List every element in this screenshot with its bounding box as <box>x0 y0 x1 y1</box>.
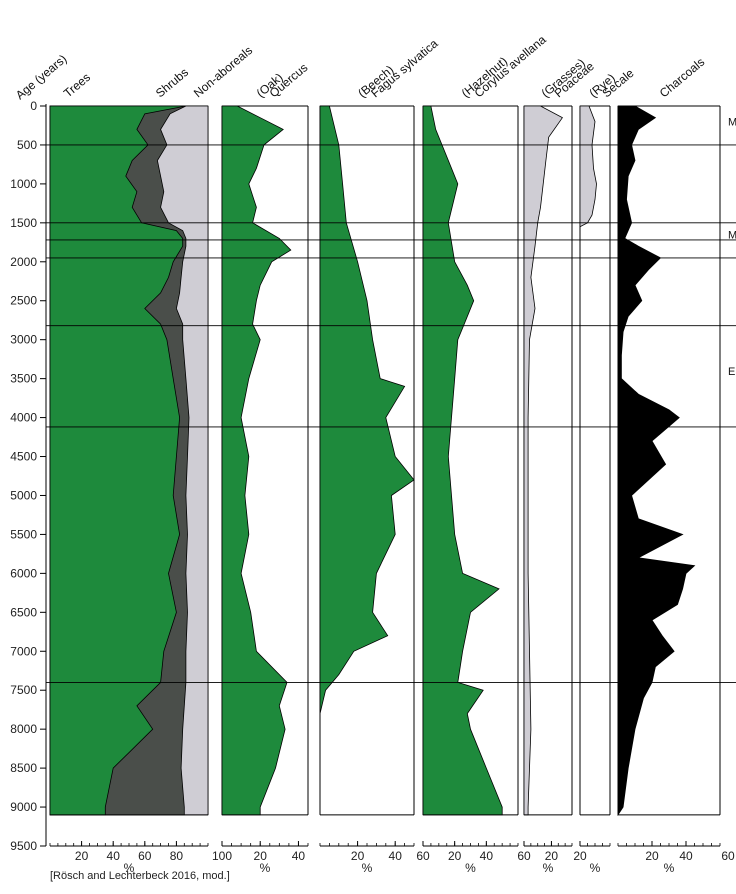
panel-poaceae-unit: % <box>543 861 554 875</box>
panel-poaceae-tick-label: 60 <box>517 849 531 863</box>
header-charcoal-0: Charcoals <box>657 55 707 100</box>
series-charcoal-charcoals <box>617 105 696 817</box>
age-tick-label: 8500 <box>10 761 37 775</box>
age-tick-label: 6500 <box>10 605 37 619</box>
age-tick-label: 1000 <box>10 177 37 191</box>
age-tick-label: 9500 <box>10 839 37 853</box>
panel-secale-tick-label: 20 <box>573 849 587 863</box>
age-tick-label: 2500 <box>10 294 37 308</box>
age-tick-label: 6000 <box>10 566 37 580</box>
header-corylus-0: Corylus avellana <box>472 32 549 100</box>
panel-corylus-tick-label: 60 <box>416 849 430 863</box>
header-trees: Trees <box>61 70 93 100</box>
panel-quercus-tick-label: 100 <box>212 849 232 863</box>
age-tick-label: 4000 <box>10 411 37 425</box>
zone-label: M <box>728 117 736 129</box>
age-tick-label: 5500 <box>10 527 37 541</box>
age-tick-label: 3000 <box>10 333 37 347</box>
panel-charcoal-tick-label: 20 <box>645 849 659 863</box>
panel-charcoal-unit: % <box>664 861 675 875</box>
age-tick-label: 2000 <box>10 255 37 269</box>
panel-secale-unit: % <box>590 861 601 875</box>
header-shrubs: Shrubs <box>153 65 191 100</box>
panel-quercus-tick-label: 40 <box>292 849 306 863</box>
series-quercus-quercus-oak- <box>221 105 292 816</box>
series-arboreal-trees <box>49 105 186 816</box>
panel-fagus-tick-label: 40 <box>389 849 403 863</box>
header-non-aboreals: Non-aboreals <box>191 43 255 100</box>
age-tick-label: 7000 <box>10 644 37 658</box>
panel-arboreal-tick-label: 80 <box>170 849 184 863</box>
panel-arboreal-tick-label: 20 <box>75 849 89 863</box>
panel-fagus-unit: % <box>362 861 373 875</box>
panel-fagus-tick-label: 20 <box>351 849 365 863</box>
age-tick-label: 7500 <box>10 683 37 697</box>
panel-quercus-unit: % <box>260 861 271 875</box>
series-fagus-fagus-sylvatica-beech- <box>319 105 415 730</box>
series-poaceae-poaceae-grasses- <box>523 105 563 816</box>
age-tick-label: 5000 <box>10 488 37 502</box>
series-corylus-corylus-avellana-hazelnut- <box>422 105 503 816</box>
panel-arboreal-tick-label: 40 <box>107 849 121 863</box>
panel-quercus-tick-label: 20 <box>254 849 268 863</box>
age-tick-label: 9000 <box>10 800 37 814</box>
panel-corylus-tick-label: 20 <box>448 849 462 863</box>
zone-label: E <box>728 366 735 378</box>
age-tick-label: 500 <box>17 138 37 152</box>
source-credit: [Rösch and Lechterbeck 2016, mod.] <box>50 870 230 882</box>
panel-poaceae-tick-label: 20 <box>545 849 559 863</box>
panel-corylus-tick-label: 40 <box>480 849 494 863</box>
series-secale-secale-rye- <box>579 105 597 228</box>
age-axis-label: Age (years) <box>13 52 70 103</box>
age-tick-label: 8000 <box>10 722 37 736</box>
age-tick-label: 0 <box>30 99 37 113</box>
panel-arboreal-unit: % <box>124 861 135 875</box>
age-tick-label: 4500 <box>10 450 37 464</box>
panel-arboreal-tick-label: 60 <box>138 849 152 863</box>
panel-charcoal-tick-label: 40 <box>679 849 693 863</box>
age-tick-label: 1500 <box>10 216 37 230</box>
panel-corylus-unit: % <box>465 861 476 875</box>
zone-label: Mi <box>728 230 736 242</box>
age-tick-label: 3500 <box>10 372 37 386</box>
right-edge-tick-label: 60 <box>721 849 735 863</box>
